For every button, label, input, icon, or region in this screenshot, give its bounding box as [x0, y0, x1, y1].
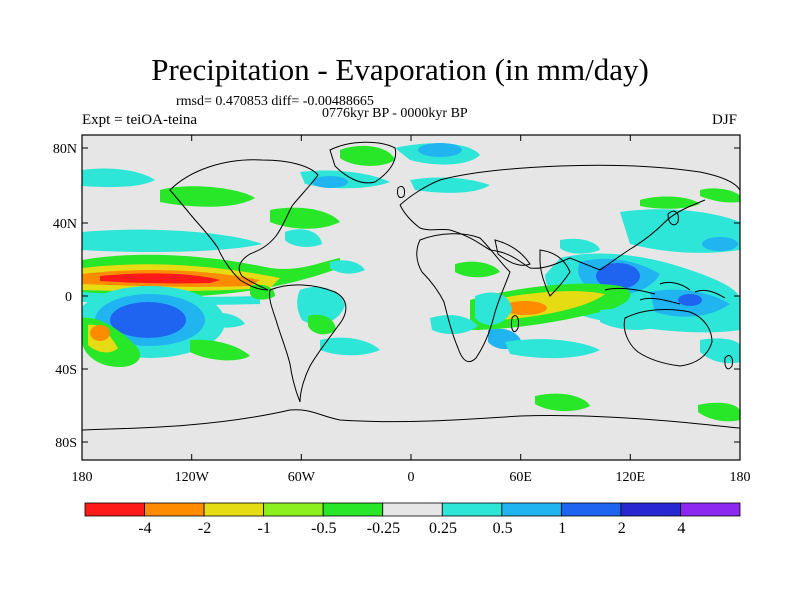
legend-swatch — [382, 502, 443, 517]
legend-label: 0.25 — [429, 520, 457, 537]
field-region — [270, 207, 340, 229]
field-region — [702, 237, 738, 251]
lon-tick-label: 180 — [730, 470, 751, 485]
field-region — [90, 325, 110, 341]
coastline-north-america — [169, 159, 319, 291]
field-region — [297, 286, 345, 325]
lon-tick-label: 60W — [288, 470, 316, 485]
legend-label: 1 — [558, 520, 566, 537]
legend-label: -4 — [138, 520, 151, 537]
field-region — [455, 261, 500, 278]
lon-tick-label: 120E — [616, 470, 646, 485]
coastline-arabia — [494, 239, 531, 266]
field-region — [475, 292, 512, 325]
field-region — [596, 263, 640, 289]
field-region — [640, 196, 700, 209]
field-contours — [82, 143, 740, 422]
legend-label: 2 — [618, 520, 626, 537]
legend-swatch — [203, 502, 265, 517]
field-region — [340, 145, 395, 166]
legend-swatch — [263, 502, 324, 517]
page-title: Precipitation - Evaporation (in mm/day) — [151, 52, 649, 87]
field-region — [160, 186, 255, 207]
coastline-indonesia — [604, 281, 726, 305]
legend-swatch — [560, 502, 622, 517]
coastline-greenland — [329, 141, 397, 184]
coastline-eurasia — [399, 164, 740, 271]
field-region — [535, 393, 590, 412]
legend-swatch — [84, 502, 145, 517]
lat-tick-label: 0 — [65, 290, 72, 305]
lat-tick-label: 40N — [53, 217, 77, 232]
coastline-india — [539, 249, 571, 297]
field-region — [600, 308, 665, 330]
field-region — [410, 177, 490, 193]
legend-colorbar — [84, 502, 741, 517]
stats-text: rmsd= 0.470853 diff= -0.00488665 — [176, 94, 374, 109]
coastline-australia — [623, 309, 713, 367]
field-region — [700, 338, 740, 364]
lat-tick-label: 40S — [55, 363, 77, 378]
legend-label: -1 — [258, 520, 271, 537]
coastline-madagascar — [511, 315, 519, 333]
field-region — [560, 238, 600, 254]
legend-labels: -4 -2 -1 -0.5 -0.25 0.25 0.5 1 2 4 — [138, 520, 685, 537]
experiment-label: Expt = teiOA-teina — [82, 112, 198, 128]
period-label: 0776kyr BP - 0000kyr BP — [322, 106, 468, 121]
coastlines — [82, 141, 740, 431]
coastline-japan — [667, 210, 679, 226]
legend-label: 4 — [677, 520, 685, 537]
season-label: DJF — [712, 112, 738, 128]
field-region — [100, 273, 220, 284]
legend-swatch — [680, 502, 741, 517]
lon-tick-label: 120W — [175, 470, 210, 485]
legend-label: -2 — [198, 520, 211, 537]
field-region — [505, 339, 600, 359]
field-region — [312, 176, 348, 188]
legend-swatch — [144, 502, 205, 517]
lon-tick-label: 180 — [72, 470, 93, 485]
field-region — [82, 168, 155, 188]
field-region — [698, 402, 740, 422]
field-region — [430, 315, 478, 335]
coastline-new-zealand — [724, 355, 733, 370]
lat-tick-label: 80N — [53, 142, 77, 157]
coastline-south-america — [269, 284, 347, 403]
legend-swatch — [620, 502, 681, 517]
legend-label: -0.5 — [311, 520, 336, 537]
field-region — [308, 314, 336, 335]
field-region — [330, 260, 365, 274]
field-region — [678, 294, 702, 306]
coastline-antarctica — [82, 409, 740, 431]
field-region — [205, 312, 245, 328]
lon-tick-label: 0 — [408, 470, 415, 485]
legend-label: 0.5 — [493, 520, 513, 537]
lon-tick-label: 60E — [509, 470, 532, 485]
field-region — [320, 337, 380, 356]
field-region — [110, 302, 186, 338]
axis-ticks — [81, 135, 741, 460]
field-region — [503, 301, 547, 315]
coastline-africa — [416, 233, 511, 363]
field-region — [285, 229, 322, 247]
field-region — [190, 339, 250, 361]
field-region — [700, 188, 740, 203]
legend-swatch — [441, 502, 503, 517]
legend-label: -0.25 — [367, 520, 400, 537]
field-region — [418, 143, 462, 157]
legend-swatch — [322, 502, 384, 517]
coastline-uk — [397, 185, 405, 199]
legend-swatch — [501, 502, 562, 517]
lat-tick-label: 80S — [55, 436, 77, 451]
